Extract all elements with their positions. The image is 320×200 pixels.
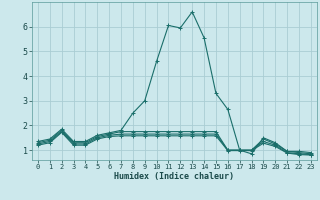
X-axis label: Humidex (Indice chaleur): Humidex (Indice chaleur): [115, 172, 234, 181]
